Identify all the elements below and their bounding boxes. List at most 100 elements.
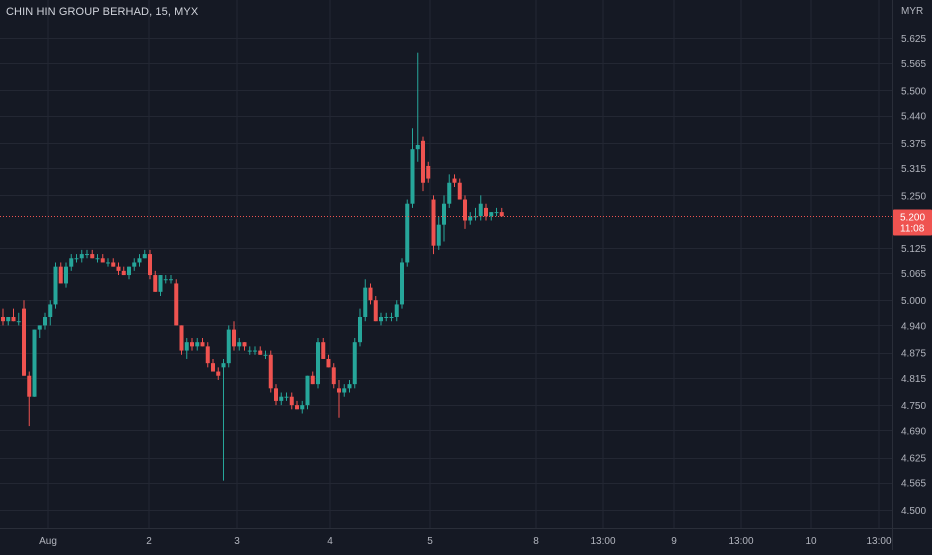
price-tick-label: 4.565 [901,479,926,490]
candle-body [216,371,221,376]
candle-body [37,325,42,330]
chart-title: CHIN HIN GROUP BERHAD, 15, MYX [6,6,199,18]
candle-body [48,304,53,318]
candle-body [499,212,504,217]
candle-body [284,396,289,398]
candle-body [305,375,310,406]
candle-body [148,254,152,276]
candle-body [447,182,452,204]
price-tick-label: 5.250 [901,191,926,202]
candle-body [85,254,89,256]
price-tick-label: 4.815 [901,374,926,385]
time-tick-label: 8 [533,536,539,547]
price-tick-label: 5.375 [901,139,926,150]
candle-body [489,212,494,217]
candle-body [237,342,242,347]
price-tick-label: 4.690 [901,426,926,437]
time-tick-label: 13:00 [866,536,891,547]
candle-body [347,384,352,389]
candle-body [268,354,273,389]
candle-body [27,375,32,397]
time-tick-label: 10 [805,536,817,547]
candle-body [415,144,420,150]
candle-body [373,300,378,322]
candle-body [106,262,110,264]
candle-body [452,178,457,183]
candle-body [316,342,320,385]
candle-body [242,342,247,347]
candle-body [410,149,415,204]
last-price-badge [893,209,932,236]
candle-body [169,279,173,281]
price-tick-label: 5.000 [901,296,926,307]
candle-body [205,346,210,364]
candle-body [326,358,331,368]
candle-body [247,350,252,352]
candle-body [190,342,194,347]
candle-body [95,258,100,260]
candle-body [184,342,189,351]
candle-body [132,262,137,267]
candle-body [442,203,446,225]
candle-body [163,279,168,281]
candle-body [58,266,63,284]
candle-body [389,317,394,319]
candle-body [405,203,410,263]
candle-body [279,396,284,401]
time-tick-label: 3 [234,536,240,547]
candle-body [11,317,16,322]
candle-body [310,375,315,385]
candle-body [295,405,299,410]
candle-body [363,287,368,318]
candle-body [127,266,131,276]
candle-body [358,317,362,343]
candle-body [200,342,205,347]
candle-body [100,258,105,263]
candle-body [468,216,473,221]
candle-body [484,207,488,217]
candle-body [142,254,147,259]
candle-body [300,405,305,410]
candle-body [436,224,441,246]
candle-body [274,388,278,401]
candle-body [90,254,95,259]
candle-body [457,182,462,200]
price-tick-label: 4.750 [901,401,926,412]
candle-body [6,317,11,322]
candle-body [258,350,263,355]
candle-body [22,308,26,376]
currency-label: MYR [901,6,923,17]
candle-body [179,325,184,351]
candle-body [64,266,68,284]
price-tick-label: 5.565 [901,59,926,70]
last-price-label: 5.200 [900,213,925,224]
candle-body [174,283,179,326]
candle-body [79,254,84,259]
candle-body [421,140,425,183]
candle-body [226,329,231,364]
candle-body [253,350,257,352]
candle-body [137,258,142,263]
candle-body [16,321,21,323]
candle-body [111,262,116,267]
candle-body [426,165,431,179]
price-tick-label: 4.625 [901,454,926,465]
candle-body [195,342,200,347]
candle-body [263,354,268,356]
candle-body [43,317,47,326]
time-tick-label: 13:00 [728,536,753,547]
candle-body [121,270,126,276]
candle-body [400,262,404,305]
candle-body [211,363,215,372]
price-tick-label: 5.065 [901,269,926,280]
candle-body [478,203,483,217]
candle-body [289,396,294,406]
candle-body [153,275,158,292]
candle-body [53,266,58,305]
price-tick-label: 4.940 [901,321,926,332]
candle-body [431,199,436,246]
candle-body [69,258,74,267]
